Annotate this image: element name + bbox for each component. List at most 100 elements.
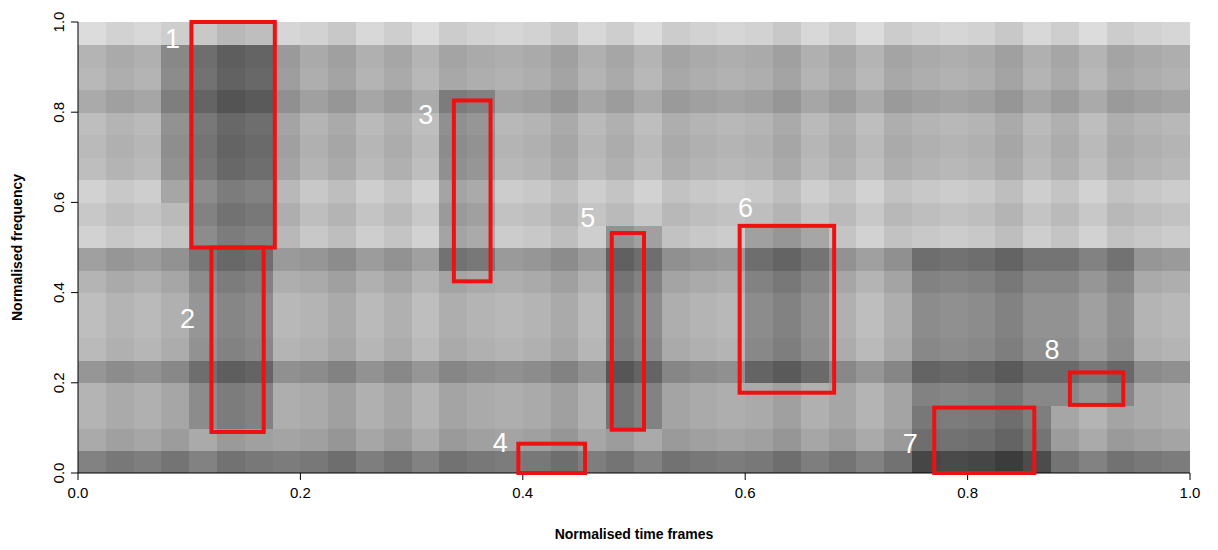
heatmap-cell [523, 450, 551, 473]
heatmap-cell [495, 383, 523, 406]
heatmap-cell [634, 293, 662, 316]
heatmap-cell [300, 405, 328, 428]
heatmap-cell [1107, 22, 1135, 45]
heatmap-cell [801, 22, 829, 45]
heatmap-cell [690, 45, 718, 68]
heatmap-cell [773, 180, 801, 203]
heatmap-cell [384, 135, 412, 158]
heatmap-cell [384, 202, 412, 225]
heatmap-cell [1051, 22, 1079, 45]
heatmap-cell [356, 45, 384, 68]
heatmap-cell [384, 428, 412, 451]
heatmap-cell [412, 22, 440, 45]
heatmap-cell [328, 225, 356, 248]
heatmap-cell [356, 428, 384, 451]
heatmap-cell [884, 248, 912, 271]
heatmap-cell [1023, 202, 1051, 225]
heatmap-cell [634, 315, 662, 338]
heatmap-cell [412, 67, 440, 90]
annotation-label: 1 [165, 24, 180, 54]
heatmap-cell [856, 360, 884, 383]
heatmap-cell [995, 383, 1023, 406]
heatmap-cell [356, 157, 384, 180]
heatmap-cell [1051, 135, 1079, 158]
heatmap-cell [161, 428, 189, 451]
heatmap-cell [690, 248, 718, 271]
heatmap-cell [551, 22, 579, 45]
heatmap-cell [995, 135, 1023, 158]
heatmap-cell [300, 112, 328, 135]
heatmap-cell [245, 338, 273, 361]
heatmap-cell [940, 450, 968, 473]
heatmap-cell [801, 270, 829, 293]
heatmap-cell [273, 270, 301, 293]
heatmap-cell [690, 225, 718, 248]
heatmap-cell [606, 67, 634, 90]
chart: 0.00.20.40.60.81.00.00.20.40.60.81.0Norm… [0, 0, 1218, 550]
heatmap-cell [1051, 202, 1079, 225]
heatmap-cell [78, 90, 106, 113]
heatmap-cell [523, 338, 551, 361]
heatmap-cell [106, 22, 134, 45]
heatmap-cell [912, 112, 940, 135]
heatmap-cell [801, 180, 829, 203]
heatmap-cell [384, 293, 412, 316]
heatmap-cell [134, 67, 162, 90]
heatmap-cell [328, 338, 356, 361]
x-tick-label: 0.4 [512, 484, 533, 501]
heatmap-cell [189, 135, 217, 158]
heatmap-cell [495, 67, 523, 90]
heatmap-cell [578, 360, 606, 383]
heatmap-cell [662, 338, 690, 361]
heatmap-cell [106, 135, 134, 158]
heatmap-cell [1051, 270, 1079, 293]
heatmap-cell [384, 225, 412, 248]
heatmap-cell [884, 67, 912, 90]
heatmap-cell [328, 315, 356, 338]
heatmap-cell [189, 90, 217, 113]
heatmap-cell [495, 90, 523, 113]
heatmap-cell [384, 405, 412, 428]
heatmap-cell [995, 112, 1023, 135]
heatmap-cell [523, 293, 551, 316]
heatmap-cell [523, 112, 551, 135]
heatmap-cell [1107, 225, 1135, 248]
heatmap-cell [217, 450, 245, 473]
heatmap-cell [273, 180, 301, 203]
heatmap-cell [245, 270, 273, 293]
heatmap-cell [523, 67, 551, 90]
heatmap-cell [1162, 405, 1190, 428]
heatmap-cell [856, 112, 884, 135]
heatmap-cell [356, 225, 384, 248]
heatmap-cell [523, 90, 551, 113]
heatmap-cell [1134, 45, 1162, 68]
annotation-box [191, 22, 274, 248]
heatmap-cell [856, 248, 884, 271]
heatmap-cell [134, 202, 162, 225]
heatmap-cell [523, 405, 551, 428]
heatmap-cell [1162, 450, 1190, 473]
heatmap-cell [884, 383, 912, 406]
y-tick-label: 0.6 [50, 192, 67, 213]
heatmap-cell [551, 383, 579, 406]
heatmap-cell [829, 90, 857, 113]
heatmap-cell [578, 270, 606, 293]
heatmap-cell [662, 157, 690, 180]
heatmap-cell [662, 293, 690, 316]
heatmap-cell [829, 450, 857, 473]
heatmap-cell [273, 135, 301, 158]
heatmap-cell [356, 405, 384, 428]
y-tick [71, 473, 78, 474]
heatmap-cell [1162, 112, 1190, 135]
heatmap-cell [884, 293, 912, 316]
heatmap-cell [1107, 157, 1135, 180]
heatmap-cell [745, 360, 773, 383]
heatmap-cell [134, 112, 162, 135]
heatmap-cell [523, 157, 551, 180]
heatmap-cell [217, 248, 245, 271]
heatmap-cell [940, 112, 968, 135]
heatmap-cell [217, 405, 245, 428]
heatmap-cell [467, 360, 495, 383]
heatmap-cell [551, 315, 579, 338]
heatmap-cell [968, 360, 996, 383]
